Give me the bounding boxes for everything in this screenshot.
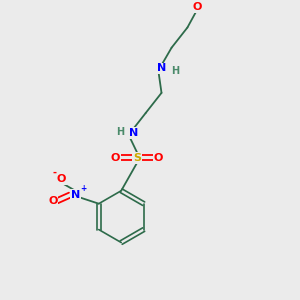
- Text: N: N: [129, 128, 138, 138]
- Text: +: +: [80, 184, 87, 193]
- Text: N: N: [158, 63, 167, 74]
- Text: S: S: [133, 153, 141, 163]
- Text: O: O: [48, 196, 57, 206]
- Text: H: H: [117, 127, 125, 137]
- Text: H: H: [171, 66, 179, 76]
- Text: O: O: [111, 153, 120, 163]
- Text: N: N: [71, 190, 80, 200]
- Text: -: -: [52, 168, 56, 178]
- Text: O: O: [154, 153, 163, 163]
- Text: O: O: [193, 2, 202, 12]
- Text: O: O: [57, 174, 66, 184]
